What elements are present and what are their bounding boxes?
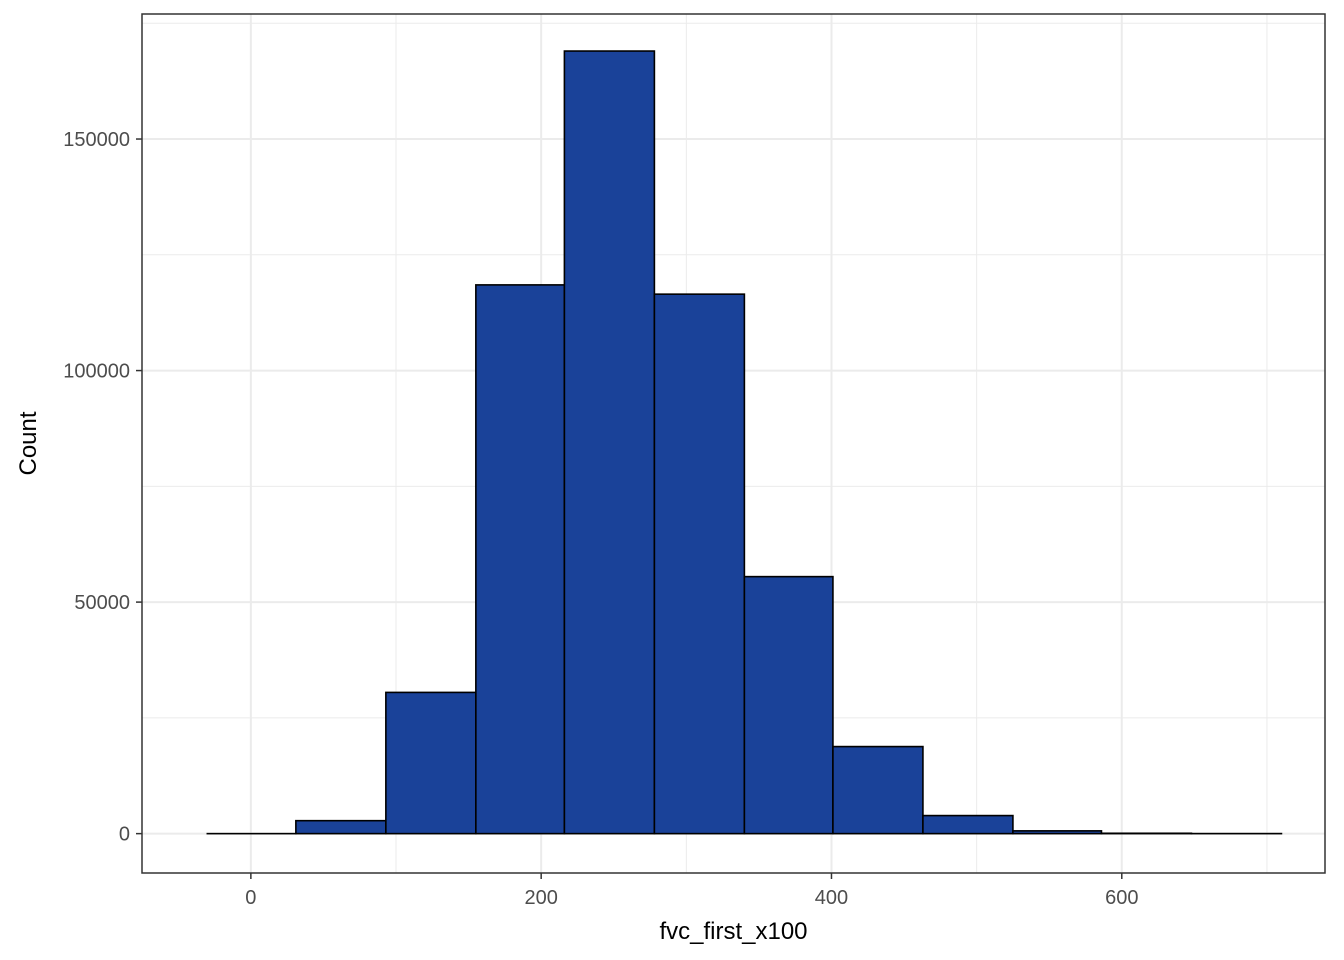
histogram-bar [1012, 830, 1103, 835]
histogram-bar [922, 814, 1014, 835]
x-tick-label: 200 [524, 887, 557, 909]
histogram-bar [743, 575, 834, 835]
ticks-layer: 0 200 400 600 0 50000 100000 150000 [63, 129, 1138, 909]
bars-layer [206, 50, 1283, 835]
histogram-bar [385, 691, 477, 835]
y-tick-label: 0 [119, 824, 130, 846]
histogram-bar [295, 819, 387, 835]
histogram-bar [832, 745, 924, 835]
x-axis-title: fvc_first_x100 [659, 918, 807, 945]
histogram-bar [475, 284, 566, 835]
panel-border [141, 13, 1326, 874]
y-tick-label: 50000 [74, 592, 130, 614]
y-axis-title: Count [15, 411, 42, 475]
x-tick-label: 600 [1105, 887, 1138, 909]
x-tick-label: 400 [815, 887, 848, 909]
y-tick-label: 100000 [63, 361, 130, 383]
y-tick-label: 150000 [63, 129, 130, 151]
histogram-bar [563, 50, 656, 835]
histogram-bar [653, 293, 746, 835]
x-tick-label: 0 [245, 887, 256, 909]
